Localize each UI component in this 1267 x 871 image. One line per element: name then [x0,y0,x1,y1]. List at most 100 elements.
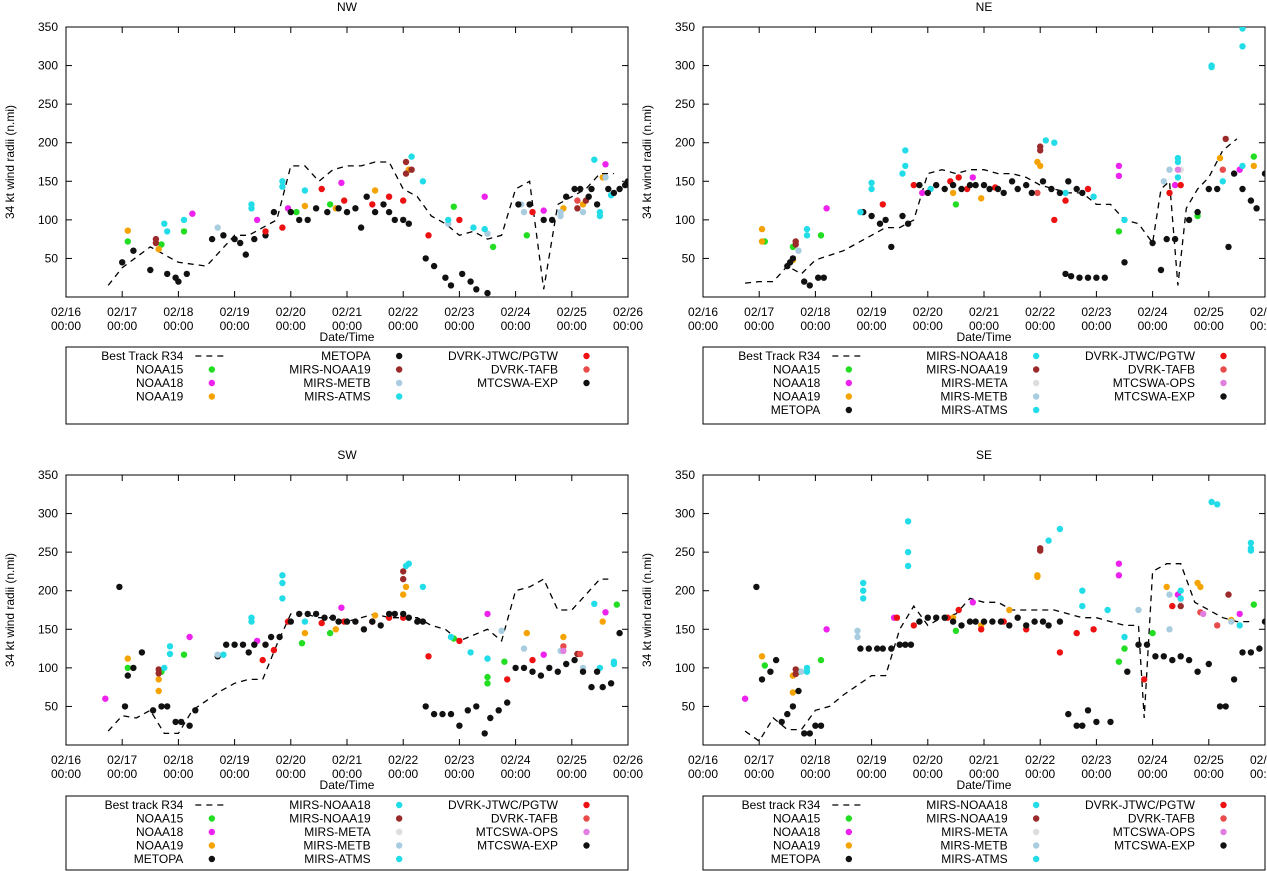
y-tick-label: 300 [675,507,695,521]
data-point [902,162,909,170]
data-point [504,699,511,706]
data-point [978,626,985,633]
plot-frame [65,474,629,746]
legend-marker [208,366,216,373]
data-point [439,710,446,718]
data-point [357,224,365,231]
data-point [371,187,379,194]
y-tick-label: 100 [675,661,695,675]
data-point [430,710,438,718]
x-tick-time: 00:00 [1194,319,1224,333]
legend-label: MIRS-METB [940,839,1007,853]
data-point [408,153,415,160]
legend-marker [845,406,853,414]
data-point [588,683,595,691]
data-point [801,730,808,737]
chart-title: NE [976,0,993,14]
legend-marker [583,379,590,387]
x-tick-time: 00:00 [557,767,587,781]
data-point [1121,645,1128,652]
data-point [391,610,398,618]
data-point [158,241,165,248]
data-point [400,575,407,583]
data-point [904,548,912,556]
data-point [279,224,286,231]
data-point [419,178,427,185]
data-point [223,641,230,648]
data-point [1124,668,1131,675]
y-tick-label: 250 [38,97,58,111]
x-tick-time: 00:00 [800,767,830,781]
legend-marker [395,393,403,400]
data-point [1157,266,1165,274]
data-point [758,676,766,683]
data-point [248,618,255,625]
data-point [1006,606,1013,614]
legend-label: MIRS-META [304,825,370,839]
legend-label: METOPA [771,852,821,866]
series-dvrk-jtwc-pgtw [262,185,536,239]
data-point [882,216,889,224]
data-point [1250,162,1258,170]
data-point [772,656,780,664]
data-point [484,230,491,237]
data-point [1121,259,1128,266]
data-point [540,207,547,214]
series-metopa [784,208,912,289]
legend-label: MIRS-NOAA19 [926,812,1008,826]
x-tick-date: 02/19 [220,305,250,319]
data-point [279,183,286,190]
x-tick-time: 00:00 [1194,767,1224,781]
data-point [164,270,171,278]
data-point [593,201,601,208]
chart-sw: SW5010015020025030035002/1600:0002/1700:… [3,448,643,871]
data-point [1034,573,1041,580]
series-noaa19 [758,154,1258,264]
data-point [1208,498,1215,506]
series-noaa15 [124,601,620,687]
data-point [1045,537,1052,544]
x-tick-date: 02/22 [388,305,418,319]
data-point [1115,162,1123,170]
x-tick-time: 00:00 [51,767,81,781]
data-point [1048,185,1055,193]
data-point [400,610,407,618]
data-point [966,618,974,625]
data-point [560,643,567,650]
legend-label: MTCSWA-EXP [1114,390,1195,404]
data-point [795,687,802,695]
data-point [183,270,190,278]
x-tick-date: 02/26 [613,305,643,319]
legend-label: MIRS-NOAA18 [926,798,1008,812]
data-point [1115,228,1123,235]
data-point [1067,273,1075,280]
data-point [758,238,766,245]
data-point [1093,274,1100,281]
data-point [1051,139,1058,146]
data-point [152,239,160,247]
x-tick-date: 02/18 [163,305,193,319]
series-noaa19 [124,583,606,695]
legend-label: DVRK-JTWC/PGTW [1085,798,1196,812]
x-tick-time: 00:00 [444,767,474,781]
series-dvrk-jtwc-pgtw [879,174,1184,224]
plot-frame [65,26,629,298]
legend-marker [1220,379,1227,387]
data-point [363,193,370,200]
x-tick-time: 00:00 [688,767,718,781]
data-point [1214,622,1221,629]
data-point [591,156,598,163]
data-point [1014,614,1021,621]
x-tick-time: 00:00 [220,319,250,333]
data-point [854,633,861,641]
data-point [1166,591,1173,598]
data-point [484,655,491,662]
data-point [481,225,488,233]
x-tick-date: 02/26 [1250,753,1267,767]
data-point [380,201,387,208]
data-point [484,289,491,297]
data-point [239,641,247,648]
x-tick-time: 00:00 [744,319,774,333]
series-noaa15 [124,201,530,251]
